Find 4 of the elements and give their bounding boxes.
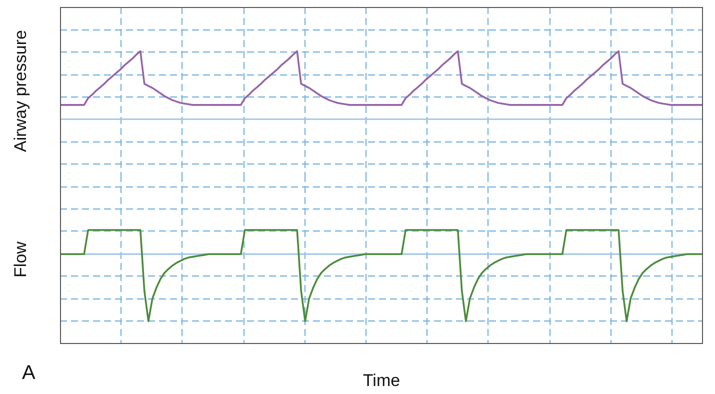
- x-axis-title: Time: [362, 371, 400, 390]
- y-axis-title: Airway pressure: [11, 30, 30, 152]
- text: A: [22, 362, 36, 385]
- y-axis-title: Flow: [11, 240, 30, 278]
